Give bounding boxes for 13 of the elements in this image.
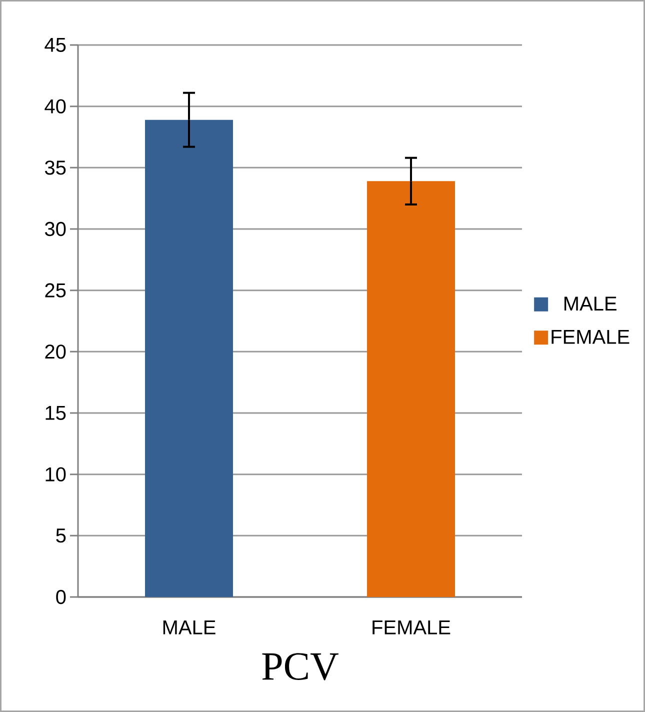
x-axis-title: PCV [262, 653, 338, 680]
y-tick-label: 35 [45, 160, 66, 175]
y-tick-label: 10 [46, 467, 66, 482]
y-tick-label: 45 [44, 38, 66, 52]
y-tick-label: 30 [45, 222, 66, 236]
y-tick-label: 20 [45, 344, 66, 359]
y-tick-label: 15 [46, 406, 66, 420]
legend-label: MALE [564, 296, 616, 311]
y-tick-label: 25 [45, 283, 66, 298]
y-tick-label: 40 [44, 99, 66, 114]
y-tick-label: 5 [56, 528, 66, 543]
y-tick-label: 0 [56, 590, 66, 604]
legend-label: FEMALE [552, 330, 630, 344]
